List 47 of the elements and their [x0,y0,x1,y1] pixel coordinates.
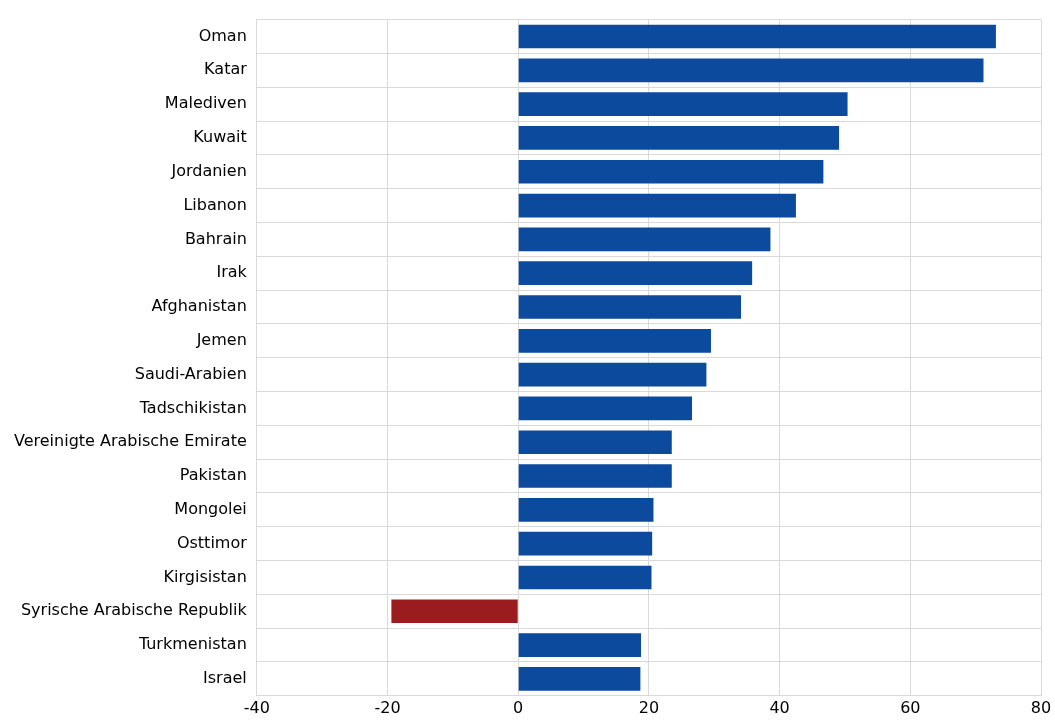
y-tick-label: Jordanien [170,160,247,180]
y-tick-label: Turkmenistan [137,634,247,654]
bar [518,362,707,387]
y-tick-label: Saudi-Arabien [134,363,247,383]
bar [518,159,824,184]
bar [518,464,672,488]
bar [518,295,742,319]
x-tick-label: -20 [374,697,401,717]
y-tick-label: Oman [198,25,247,45]
y-tick-label: Israel [203,668,247,688]
bar [391,599,518,624]
bar [518,24,996,49]
x-tick-label: 0 [513,697,524,717]
bar [518,261,753,286]
y-tick-label: Irak [216,262,248,282]
bar [518,565,652,590]
y-tick-label: Katar [204,59,248,79]
y-tick-label: Libanon [183,194,247,214]
x-tick-label: 20 [638,697,660,717]
bar [518,92,848,116]
y-tick-label: Pakistan [179,465,247,485]
bar [518,430,672,455]
y-tick-label: Bahrain [184,228,247,248]
bar [518,531,653,556]
bar [518,328,711,353]
x-tick-label: 60 [900,697,921,717]
bar [518,58,984,83]
bar [518,396,693,421]
bar [518,667,641,691]
x-tick-label: 80 [1030,697,1052,717]
y-tick-label: Osttimor [176,532,248,552]
y-tick-label: Afghanistan [151,296,247,316]
x-tick-label: 40 [769,697,790,717]
y-tick-label: Malediven [164,93,247,113]
bar [518,498,654,522]
y-tick-label: Mongolei [174,499,247,518]
y-tick-label: Jemen [195,329,247,349]
bar [518,633,642,657]
bar [518,193,796,218]
y-tick-label: Tadschikistan [138,397,247,417]
x-tick-label: -40 [243,697,270,717]
y-tick-label: Kirgisistan [163,566,247,586]
y-tick-label: Vereinigte Arabische Emirate [14,431,247,451]
bar [518,227,771,252]
y-tick-label: Kuwait [193,127,247,147]
y-tick-label: Syrische Arabische Republik [20,600,248,620]
bar [518,126,840,150]
